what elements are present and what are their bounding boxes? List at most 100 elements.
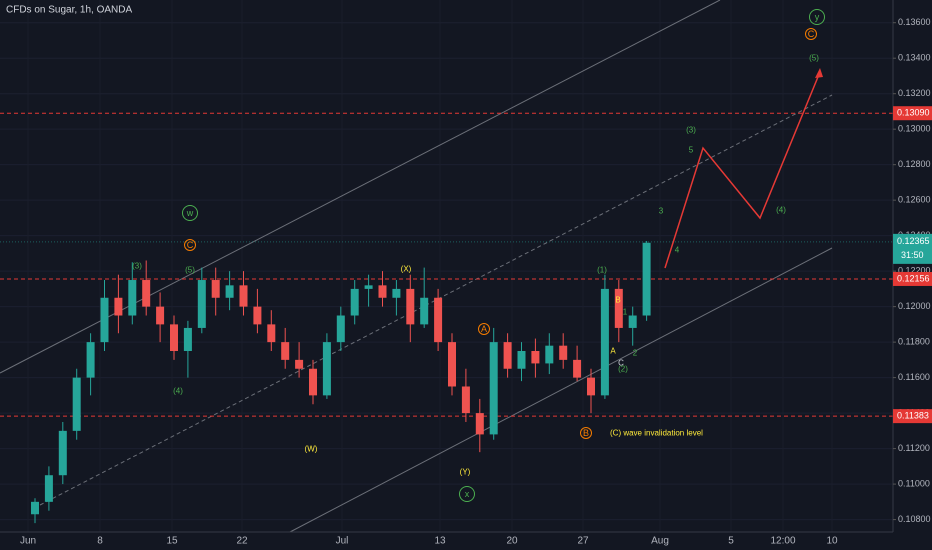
- plot: (3) (5) (4) w C (X) (W) (Y) x A B (C) wave invalida…: [0, 9, 893, 524]
- channel-lower: [289, 247, 833, 533]
- wave-label: A: [481, 324, 487, 334]
- wave-label: (C) wave invalidation level: [610, 429, 703, 438]
- x-tick-label: 27: [577, 536, 589, 547]
- projection-path: [664, 71, 821, 269]
- level-label-box: [893, 409, 932, 424]
- y-tick-label: 0.11600: [898, 372, 930, 382]
- y-tick-label: 0.13600: [898, 17, 931, 27]
- candle-body: [253, 306, 262, 325]
- y-tick-label: 0.12800: [898, 159, 931, 169]
- wave-label: 1: [623, 308, 628, 317]
- wave-label: 5: [689, 146, 694, 155]
- x-tick-label: 20: [506, 536, 518, 547]
- x-tick-label: Jul: [336, 536, 349, 547]
- candle-body: [573, 359, 582, 378]
- candle-body: [197, 280, 206, 328]
- candle-body: [86, 342, 95, 378]
- wave-label: (3): [686, 126, 696, 135]
- candle-body: [336, 315, 345, 343]
- x-tick-label: 8: [97, 536, 103, 547]
- x-tick-label: 15: [166, 536, 178, 547]
- wave-label: C: [187, 240, 194, 250]
- candle-body: [100, 297, 109, 343]
- x-tick-label: Aug: [651, 536, 669, 547]
- candle-body: [350, 288, 359, 316]
- candle-body: [559, 345, 568, 360]
- candle-body: [517, 350, 526, 369]
- wave-label: (3): [132, 262, 142, 271]
- annotation-circle: [459, 486, 475, 502]
- x-tick-label: 13: [434, 536, 446, 547]
- wave-label: (W): [305, 445, 318, 454]
- x-tick-label: 22: [236, 536, 248, 547]
- wave-label: y: [815, 12, 820, 22]
- channel-middle: [39, 94, 833, 506]
- annotation-circle: [580, 427, 592, 439]
- chart-title: CFDs on Sugar, 1h, OANDA: [6, 5, 132, 16]
- candle-body: [170, 324, 178, 351]
- y-tick-label: 0.10800: [898, 514, 931, 524]
- candle-body: [420, 297, 429, 325]
- x-tick-label: 5: [728, 536, 734, 547]
- current-price-label: 0.12365: [897, 236, 930, 246]
- candle-body: [434, 297, 443, 343]
- y-tick-label: 0.12200: [898, 266, 931, 276]
- wave-label: (4): [776, 206, 786, 215]
- candle-body: [44, 475, 53, 502]
- wave-label: (X): [401, 265, 412, 274]
- candle-body: [378, 285, 387, 298]
- candle-body: [531, 350, 540, 364]
- candle-body: [461, 386, 470, 414]
- x-tick-label: 10: [826, 536, 838, 547]
- wave-label: w: [186, 208, 194, 218]
- x-tick-label: Jun: [20, 536, 36, 547]
- wave-label: 2: [633, 349, 638, 358]
- candle-body: [128, 280, 137, 316]
- level-label: 0.12156: [897, 273, 930, 283]
- wave-label: 3: [659, 207, 664, 216]
- wave-label: (2): [618, 365, 628, 374]
- wave-label: C: [618, 359, 624, 368]
- level-label: 0.11383: [897, 410, 929, 420]
- annotation-circle: [809, 9, 825, 25]
- current-price-box: [893, 233, 932, 264]
- y-tick-label: 0.12600: [898, 195, 931, 205]
- annotation-circle: [184, 239, 196, 251]
- wave-label: (5): [185, 266, 195, 275]
- candle-body: [475, 413, 484, 435]
- candle-body: [225, 285, 234, 298]
- candle-body: [239, 285, 248, 307]
- level-label-box: [893, 271, 932, 286]
- wave-label: (1): [597, 266, 607, 275]
- axis: 0.108000.110000.112000.114000.116000.118…: [20, 17, 932, 547]
- candle-body: [211, 280, 220, 298]
- x-tick-label: 12:00: [770, 536, 795, 547]
- wave-label: B: [583, 428, 589, 438]
- candle-body: [587, 377, 595, 396]
- wave-label: C: [808, 29, 815, 39]
- y-tick-label: 0.13400: [898, 53, 931, 63]
- level-label-box: [893, 106, 932, 121]
- y-tick-label: 0.13200: [898, 88, 931, 98]
- y-tick-label: 0.11800: [898, 337, 930, 347]
- candle-body: [114, 297, 123, 316]
- candle-body: [489, 342, 498, 435]
- wave-label: (Y): [460, 468, 471, 477]
- candle-body: [364, 285, 373, 289]
- candle-body: [267, 324, 276, 343]
- wave-label: A: [610, 347, 616, 356]
- y-tick-label: 0.13000: [898, 124, 931, 134]
- candle-body: [392, 288, 401, 298]
- countdown: 31:50: [901, 250, 924, 260]
- annotation-circle: [182, 205, 198, 221]
- wave-label: (4): [173, 387, 183, 396]
- wave-label: 4: [675, 246, 680, 255]
- annotation-circle: [478, 323, 490, 335]
- candle-body: [281, 342, 290, 360]
- candle-body: [406, 288, 415, 325]
- y-tick-label: 0.12000: [898, 301, 931, 311]
- candle-body: [614, 288, 623, 328]
